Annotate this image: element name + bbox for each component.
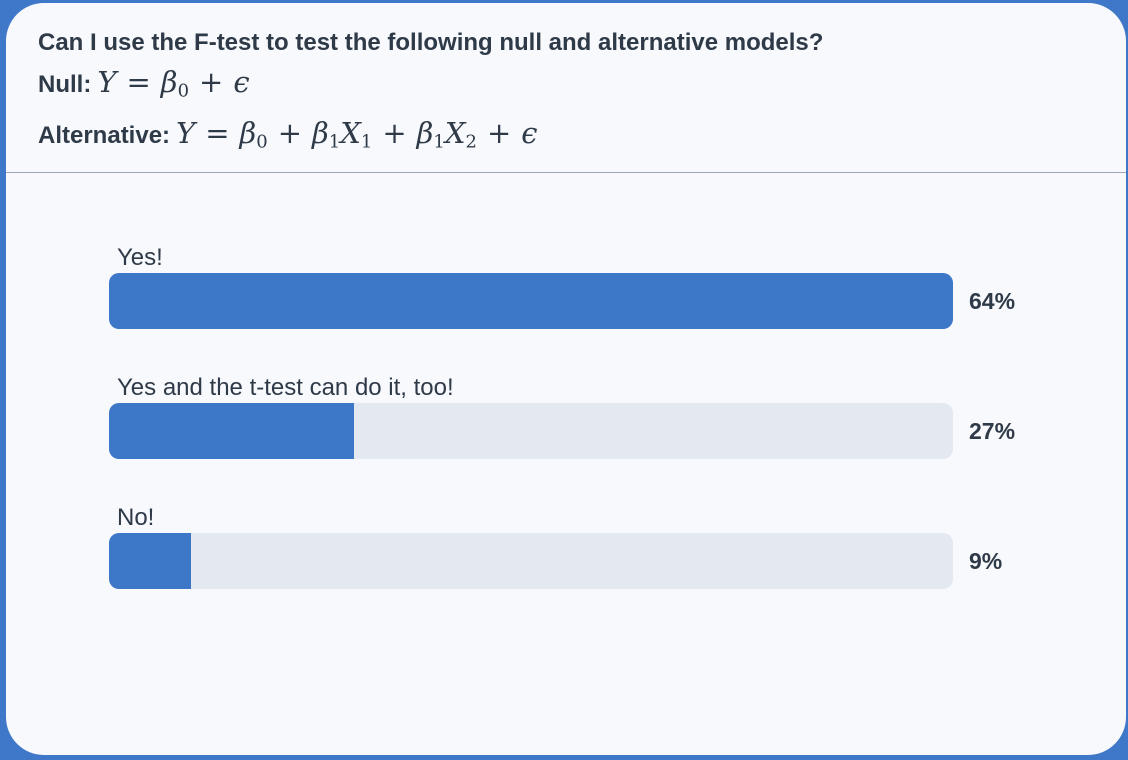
alternative-label: Alternative: [38,122,171,150]
null-label: Null: [38,71,92,98]
option-label: Yes and the t-test can do it, too! [117,374,454,401]
alternative-formula: Y = β0 + β1X1 + β1X2 + ϵ [176,116,538,153]
result-bar-fill [109,533,191,589]
result-bar-fill [109,273,953,329]
result-bar-track [109,403,953,459]
option-percent: 9% [969,548,1003,574]
result-bar-fill [109,403,354,459]
option-label: Yes! [117,244,163,271]
null-model-line: Null: Y = β0 + ϵ [38,65,1126,108]
option-percent: 27% [969,418,1016,444]
option-percent: 64% [969,288,1016,314]
null-formula: Y = β0 + ϵ [97,65,250,102]
question-title: Can I use the F-test to test the followi… [38,29,824,56]
question-header: Can I use the F-test to test the followi… [6,3,1126,173]
option-label: No! [117,504,155,531]
result-bar-track [109,533,953,589]
result-bar-track [109,273,953,329]
alternative-model-line: Alternative: Y = β0 + β1X1 + β1X2 + ϵ [38,116,1126,159]
poll-card: Can I use the F-test to test the followi… [6,3,1126,755]
